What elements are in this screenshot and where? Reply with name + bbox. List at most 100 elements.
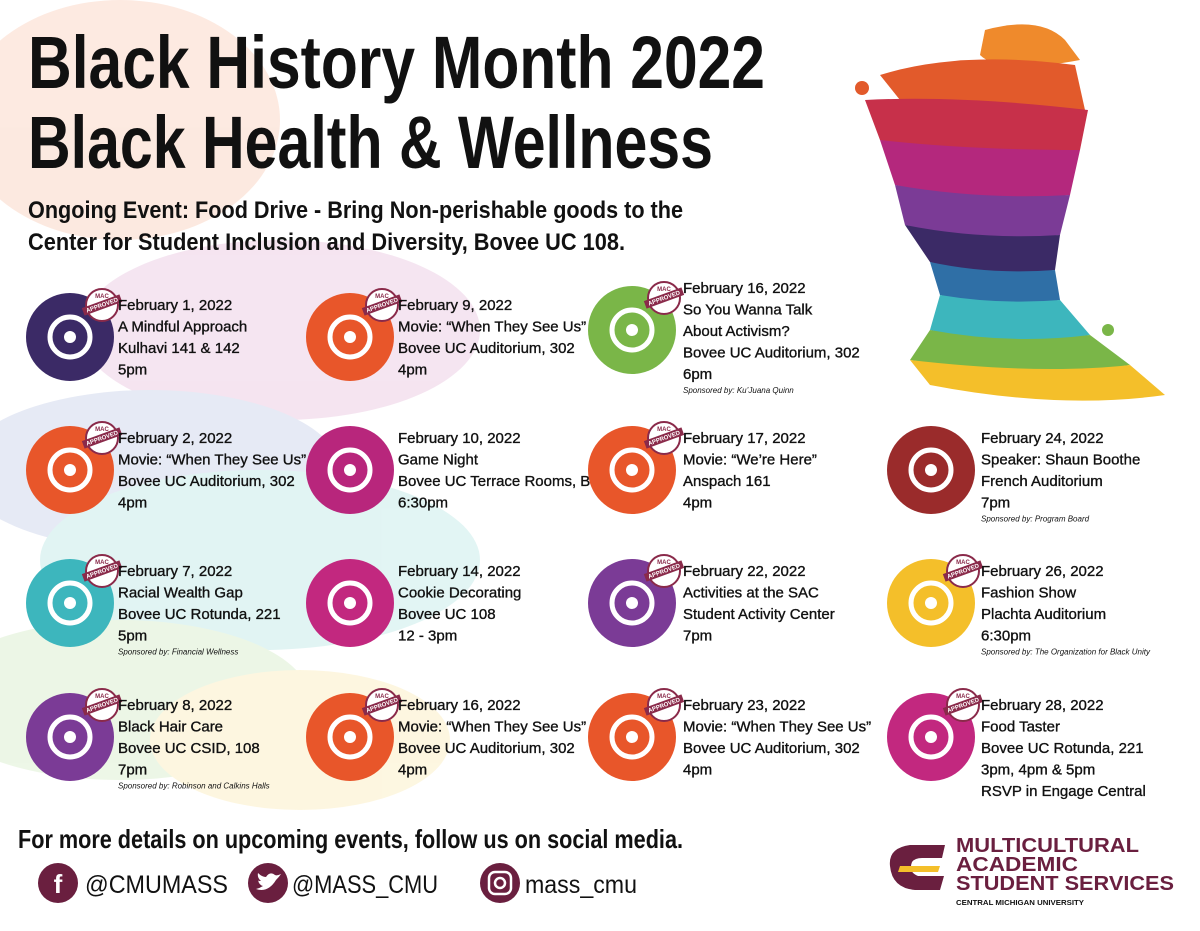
badge-band: [81, 560, 123, 582]
event-date: February 14, 2022: [398, 563, 521, 580]
icon-glyph: [327, 580, 373, 626]
event-line: Student Activity Center: [683, 606, 835, 623]
event-line: Bovee UC Terrace Rooms, B-D: [398, 473, 606, 490]
event-line: Activities at the SAC: [683, 585, 819, 602]
event-line: So You Wanna Talk: [683, 302, 813, 319]
badge-text: MAC: [956, 560, 970, 566]
icon-glyph: [609, 307, 655, 353]
icon-glyph: [908, 580, 954, 626]
event-sponsor: Sponsored by: Ku’Juana Quinn: [683, 386, 794, 395]
badge-text: MAC: [657, 427, 671, 433]
badge-text: MAC: [95, 294, 109, 300]
icon-glyph: [925, 464, 937, 476]
badge-band: [643, 427, 685, 449]
event-line: Movie: “When They See Us”: [683, 719, 871, 736]
logo-line: ACADEMIC: [956, 854, 1078, 876]
icon-glyph: [327, 314, 373, 360]
event-line: Speaker: Shaun Boothe: [981, 452, 1140, 469]
event-line: 4pm: [398, 362, 427, 379]
event-line: 4pm: [683, 495, 712, 512]
badge-text: MAC: [657, 560, 671, 566]
event-line: Bovee UC Auditorium, 302: [683, 345, 860, 362]
event-line: Fashion Show: [981, 585, 1076, 602]
icon-glyph: [609, 580, 655, 626]
event-line: Black Hair Care: [118, 719, 223, 736]
event-line: Movie: “When They See Us”: [398, 319, 586, 336]
badge-text: MAC: [657, 287, 671, 293]
badge-text: MAC: [95, 560, 109, 566]
event-line: Bovee UC Rotunda, 221: [118, 606, 281, 623]
event-date: February 28, 2022: [981, 697, 1104, 714]
event-line: Bovee UC 108: [398, 606, 496, 623]
event-line: Movie: “When They See Us”: [398, 719, 586, 736]
event-line: 4pm: [118, 495, 147, 512]
badge-band: [81, 427, 123, 449]
event-line: Racial Wealth Gap: [118, 585, 243, 602]
event-date: February 23, 2022: [683, 697, 806, 714]
icon-glyph: [327, 714, 373, 760]
event-line: Anspach 161: [683, 473, 771, 490]
event-date: February 9, 2022: [398, 297, 512, 314]
badge-text: MAC: [95, 427, 109, 433]
badge-band: [361, 694, 403, 716]
event-date: February 26, 2022: [981, 563, 1104, 580]
icon-glyph: [626, 597, 638, 609]
event-line: Movie: “When They See Us”: [118, 452, 306, 469]
badge-text: MAC: [956, 694, 970, 700]
icon-glyph: [47, 714, 93, 760]
event-line: Movie: “We’re Here”: [683, 452, 817, 469]
icon-glyph: [626, 464, 638, 476]
event-line: Bovee UC Auditorium, 302: [398, 340, 575, 357]
event-line: Bovee UC Auditorium, 302: [118, 473, 295, 490]
event-line: 6:30pm: [398, 495, 448, 512]
icon-glyph: [64, 331, 76, 343]
head-illustration: [855, 24, 1165, 401]
badge-band: [81, 694, 123, 716]
logo-line: STUDENT SERVICES: [956, 873, 1174, 895]
event-date: February 24, 2022: [981, 430, 1104, 447]
icon-glyph: [344, 731, 356, 743]
event-line: Bovee UC CSID, 108: [118, 740, 260, 757]
event-line: About Activism?: [683, 323, 790, 340]
icon-glyph: [344, 464, 356, 476]
logo-university: CENTRAL MICHIGAN UNIVERSITY: [956, 900, 1084, 907]
badge-band: [361, 294, 403, 316]
badge-band: [942, 560, 984, 582]
facebook-icon[interactable]: [38, 863, 78, 903]
event-line: 7pm: [683, 628, 712, 645]
icon-glyph: [64, 597, 76, 609]
event-line: Plachta Auditorium: [981, 606, 1106, 623]
icon-glyph: [327, 447, 373, 493]
event-line: 6pm: [683, 366, 712, 383]
event-date: February 2, 2022: [118, 430, 232, 447]
social: f @CMUMASS @MASS_CMU mass_cmu: [38, 863, 637, 903]
icon-glyph: [908, 447, 954, 493]
badge-band: [81, 294, 123, 316]
event-line: A Mindful Approach: [118, 319, 247, 336]
icon-glyph: [925, 597, 937, 609]
event-line: 5pm: [118, 628, 147, 645]
event-line: 12 - 3pm: [398, 628, 457, 645]
event: February 10, 2022 Game Night Bovee UC Terr…: [306, 426, 606, 514]
icon-glyph: [908, 714, 954, 760]
event-line: RSVP in Engage Central: [981, 783, 1146, 800]
social-handle[interactable]: mass_cmu: [525, 871, 637, 899]
icon-glyph: [344, 331, 356, 343]
event-date: February 1, 2022: [118, 297, 232, 314]
badge-band: [643, 287, 685, 309]
title-line: Black History Month 2022: [28, 21, 765, 104]
event-line: 4pm: [398, 762, 427, 779]
ongoing-line: Center for Student Inclusion and Diversi…: [28, 229, 625, 256]
social-handle[interactable]: @CMUMASS: [85, 871, 228, 899]
event-date: February 16, 2022: [683, 280, 806, 297]
social-handle[interactable]: @MASS_CMU: [292, 871, 438, 899]
instagram-icon[interactable]: [480, 863, 520, 903]
event-line: Game Night: [398, 452, 479, 469]
